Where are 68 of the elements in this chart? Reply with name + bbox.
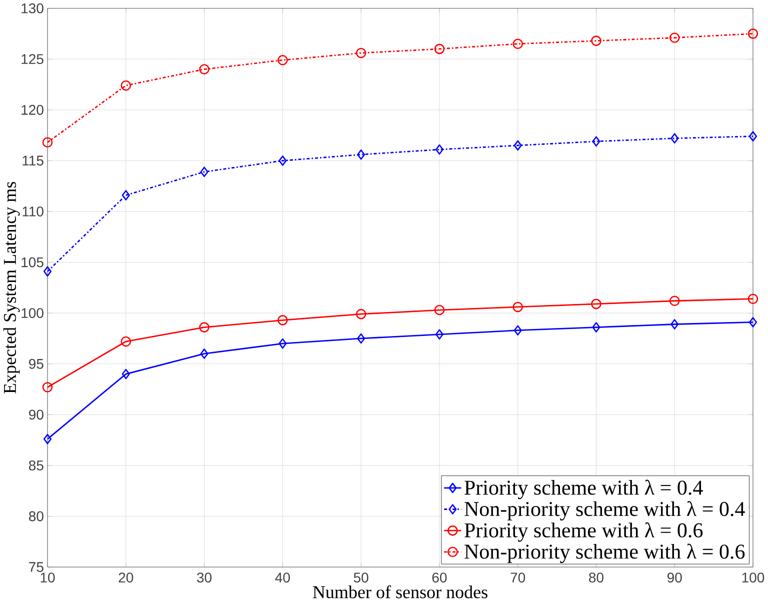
x-tick-label: 70 bbox=[510, 572, 526, 583]
y-tick-label: 75 bbox=[29, 562, 44, 572]
x-tick-label: 60 bbox=[432, 572, 447, 583]
point bbox=[43, 266, 52, 277]
point bbox=[592, 136, 600, 147]
y-axis-title: Expected System Latency ms bbox=[3, 182, 20, 394]
x-tick-label: 50 bbox=[354, 572, 368, 583]
point bbox=[435, 329, 444, 340]
point bbox=[122, 190, 130, 201]
y-tick-label: 120 bbox=[22, 105, 44, 116]
point bbox=[670, 133, 679, 144]
point bbox=[278, 338, 287, 349]
point bbox=[512, 302, 523, 312]
x-tick-label: 10 bbox=[40, 572, 55, 583]
y-tick-label: 85 bbox=[28, 460, 44, 471]
point bbox=[514, 140, 522, 151]
point bbox=[514, 325, 522, 336]
point bbox=[591, 36, 602, 46]
point bbox=[748, 317, 758, 328]
point bbox=[122, 369, 130, 380]
y-tick-label: 110 bbox=[22, 206, 44, 217]
y-tick-label: 105 bbox=[22, 258, 44, 268]
y-tick-label: 90 bbox=[29, 410, 44, 420]
point bbox=[748, 28, 758, 40]
point bbox=[357, 334, 366, 344]
point bbox=[199, 64, 210, 75]
legend-label: Non-priority scheme with λ = 0.6 bbox=[464, 544, 745, 564]
point bbox=[512, 38, 523, 50]
y-tick-label: 100 bbox=[22, 308, 44, 318]
point bbox=[670, 319, 679, 330]
x-tick-label: 30 bbox=[197, 572, 212, 583]
x-tick-label: 40 bbox=[275, 572, 290, 583]
point bbox=[356, 309, 366, 320]
x-tick-label: 100 bbox=[742, 572, 764, 583]
point bbox=[42, 382, 53, 393]
point bbox=[356, 48, 366, 58]
y-tick-label: 130 bbox=[22, 4, 44, 14]
point bbox=[434, 44, 445, 54]
point bbox=[278, 55, 288, 66]
point bbox=[120, 336, 132, 347]
point bbox=[669, 296, 680, 306]
point bbox=[199, 322, 210, 333]
legend-label: Priority scheme with λ = 0.6 bbox=[464, 522, 703, 542]
point bbox=[120, 80, 132, 91]
y-tick-label: 125 bbox=[22, 54, 44, 64]
point bbox=[278, 156, 287, 166]
point bbox=[669, 32, 680, 44]
x-tick-label: 20 bbox=[118, 572, 134, 583]
y-tick-label: 95 bbox=[29, 359, 44, 370]
point bbox=[748, 131, 758, 142]
y-tick-label: 115 bbox=[22, 156, 44, 166]
point bbox=[592, 322, 600, 333]
point bbox=[357, 150, 366, 160]
x-tick-label: 80 bbox=[589, 572, 604, 583]
point bbox=[43, 434, 52, 444]
point bbox=[42, 137, 53, 148]
x-tick-label: 90 bbox=[667, 572, 682, 583]
point bbox=[200, 166, 208, 178]
point bbox=[591, 298, 602, 310]
point bbox=[435, 144, 444, 155]
legend-label: Non-priority scheme with λ = 0.4 bbox=[464, 501, 745, 521]
point bbox=[200, 348, 208, 360]
point bbox=[748, 294, 758, 304]
legend-label: Priority scheme with λ = 0.4 bbox=[464, 480, 703, 500]
x-axis-title: Number of sensor nodes bbox=[312, 586, 488, 598]
y-tick-label: 80 bbox=[28, 511, 44, 522]
point bbox=[434, 305, 445, 316]
point bbox=[278, 315, 288, 326]
